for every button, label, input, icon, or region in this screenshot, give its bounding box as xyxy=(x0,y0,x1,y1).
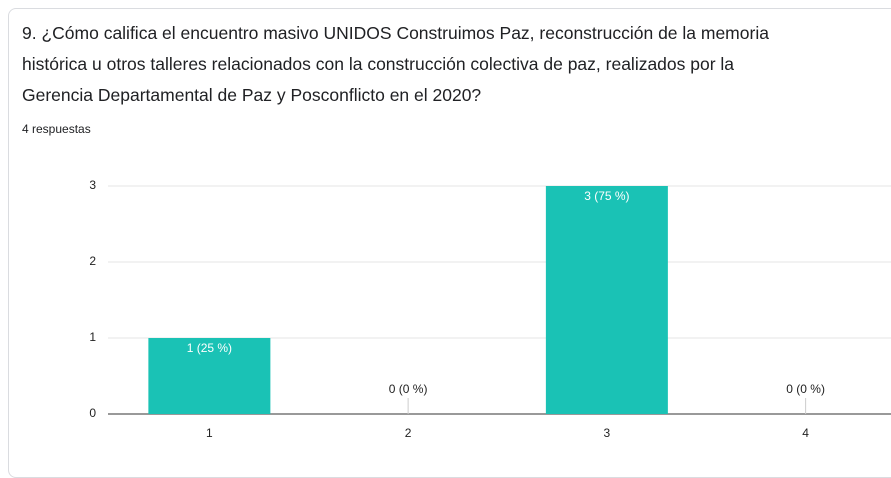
y-tick-label: 3 xyxy=(89,178,96,192)
page: {"chart_data": {"type": "bar", "title": … xyxy=(8,8,891,478)
x-tick-label: 2 xyxy=(405,426,412,440)
x-tick-label: 4 xyxy=(802,426,809,440)
question-title: 9. ¿Cómo califica el encuentro masivo UN… xyxy=(22,23,769,105)
value-label: 0 (0 %) xyxy=(786,382,825,396)
y-tick-label: 2 xyxy=(89,254,96,268)
chart: 0 1 2 3 1 1 (25 %) 2 0 (0 %) 3 3 (75 %) 4 0 (0 %) xyxy=(89,178,891,440)
bar xyxy=(545,186,668,414)
bar xyxy=(148,338,271,414)
y-tick-label: 1 xyxy=(89,330,96,344)
y-tick-label: 0 xyxy=(89,406,96,420)
response-count: 4 respuestas xyxy=(22,122,91,136)
x-tick-label: 3 xyxy=(604,426,611,440)
value-label: 1 (25 %) xyxy=(187,341,232,355)
value-label: 0 (0 %) xyxy=(389,382,428,396)
x-tick-label: 1 xyxy=(206,426,213,440)
value-label: 3 (75 %) xyxy=(584,189,629,203)
